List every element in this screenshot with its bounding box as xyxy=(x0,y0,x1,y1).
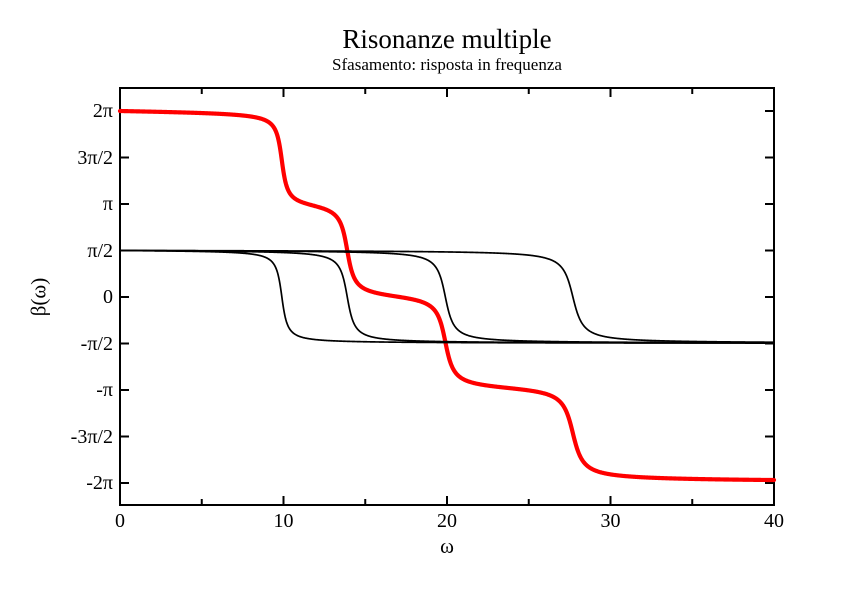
y-tick-label: 0 xyxy=(103,286,113,308)
x-tick-label: 0 xyxy=(115,510,125,532)
y-tick-label: 2π xyxy=(92,100,113,122)
y-tick-label: -2π xyxy=(86,472,113,494)
chart-subtitle: Sfasamento: risposta in frequenza xyxy=(332,55,562,74)
x-tick-label: 40 xyxy=(764,510,784,532)
plot-border xyxy=(119,87,775,506)
resonance-curve-2 xyxy=(119,249,775,344)
y-tick-label: -π/2 xyxy=(80,332,113,355)
y-tick-label: π/2 xyxy=(87,239,113,262)
chart-title: Risonanze multiple xyxy=(342,24,552,54)
resonance-curve-3 xyxy=(119,249,775,344)
y-tick-label: π xyxy=(102,193,113,215)
y-tick-label: -π xyxy=(96,379,113,401)
sum-phase-curve xyxy=(117,108,777,483)
y-tick-label: 3π/2 xyxy=(77,146,113,169)
x-axis-label: ω xyxy=(440,534,454,558)
x-tick-label: 20 xyxy=(437,510,457,532)
resonance-curve-1 xyxy=(119,249,775,344)
resonance-curve-4 xyxy=(119,249,775,344)
x-tick-label: 10 xyxy=(273,510,294,532)
y-tick-label: -3π/2 xyxy=(70,425,113,448)
x-tick-label: 30 xyxy=(600,510,621,532)
